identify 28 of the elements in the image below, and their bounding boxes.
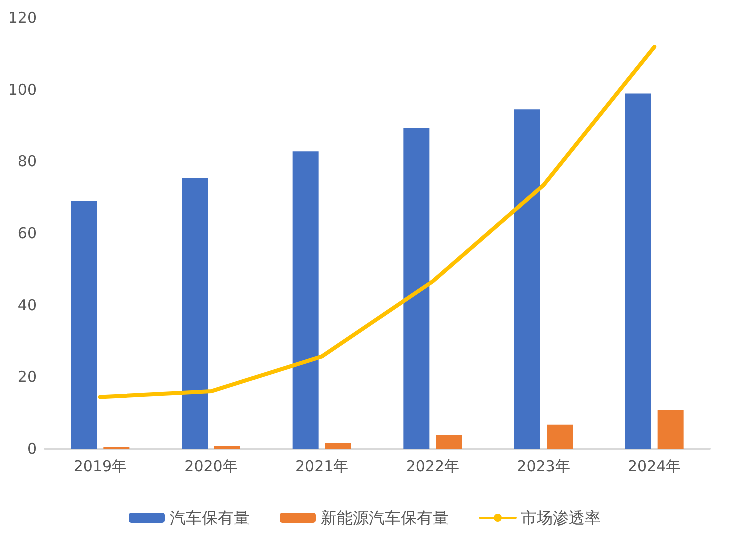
bar (292, 152, 319, 449)
line-series (98, 45, 657, 400)
y-tick-label: 60 (18, 224, 37, 242)
bar (71, 202, 98, 449)
x-tick-label: 2023年 (517, 458, 570, 476)
bar (404, 128, 430, 449)
bar (182, 178, 208, 449)
bar (325, 443, 352, 449)
y-tick-label: 0 (27, 440, 37, 458)
bar (658, 410, 684, 449)
bar (625, 94, 652, 449)
y-tick-label: 120 (8, 9, 37, 27)
legend-label: 汽车保有量 (170, 508, 250, 528)
y-tick-label: 40 (18, 296, 37, 314)
x-tick-label: 2024年 (628, 458, 682, 476)
x-tick-label: 2020年 (184, 458, 238, 476)
legend-label: 市场渗透率 (521, 508, 601, 528)
legend-label: 新能源汽车保有量 (321, 508, 449, 528)
x-tick-label: 2022年 (406, 458, 460, 476)
bar (436, 434, 462, 449)
x-tick-label: 2019年 (74, 458, 128, 476)
bar (547, 424, 573, 449)
y-tick-label: 100 (8, 80, 37, 99)
bar (214, 446, 240, 449)
y-tick-label: 20 (18, 368, 37, 386)
x-tick-label: 2021年 (295, 458, 349, 476)
bar (514, 110, 540, 449)
y-tick-label: 80 (18, 152, 37, 171)
